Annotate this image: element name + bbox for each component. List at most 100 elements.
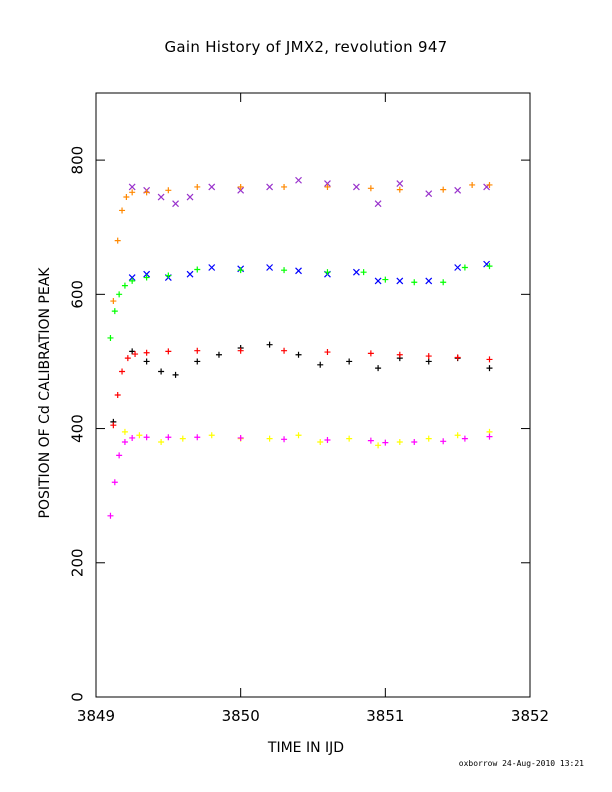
data-point (461, 435, 468, 442)
data-point (266, 264, 274, 271)
data-point (165, 187, 172, 194)
data-point (158, 438, 165, 445)
data-point (352, 183, 360, 191)
data-point (317, 361, 324, 368)
data-point (352, 268, 360, 276)
data-point (425, 353, 432, 360)
data-point (396, 351, 403, 358)
data-point (124, 355, 131, 362)
data-point (486, 181, 493, 188)
data-point (143, 274, 150, 281)
data-point (110, 298, 117, 305)
data-point (295, 176, 302, 184)
data-point (136, 432, 143, 439)
data-point (411, 438, 418, 445)
data-point (194, 266, 201, 273)
data-point (425, 190, 433, 198)
data-point (486, 356, 493, 363)
data-point (143, 349, 150, 356)
data-point (295, 267, 302, 275)
data-point (486, 433, 493, 440)
data-point (128, 183, 136, 191)
series-1 (110, 181, 493, 305)
x-axis-label: TIME IN IJD (267, 740, 345, 756)
data-point (281, 347, 288, 354)
data-point (324, 349, 331, 356)
x-tick-label: 3851 (366, 707, 404, 725)
series-6 (121, 428, 493, 449)
x-tick-label: 3852 (511, 707, 549, 725)
series-4 (110, 341, 493, 425)
axis-ticks: 3849 3850 3851 3852 0 200 400 600 800 (69, 93, 549, 725)
x-tick-label: 3849 (77, 707, 115, 725)
data-point (121, 428, 128, 435)
data-point (165, 434, 172, 441)
data-point (237, 186, 245, 194)
data-point (116, 291, 123, 298)
data-point (116, 452, 123, 459)
data-point (186, 193, 194, 201)
data-point (454, 264, 462, 271)
data-point (172, 371, 179, 378)
data-point (367, 437, 374, 444)
data-point (237, 434, 244, 441)
data-point (346, 358, 353, 365)
data-point (367, 185, 374, 192)
data-point (295, 432, 302, 439)
data-point (208, 183, 216, 191)
data-point (375, 442, 382, 449)
y-tick-label: 800 (69, 146, 87, 175)
data-point (295, 351, 302, 358)
data-point (440, 438, 447, 445)
data-point (129, 189, 136, 196)
plot-frame (95, 92, 531, 698)
data-point (172, 200, 179, 208)
data-point (114, 237, 121, 244)
series-0 (128, 176, 491, 208)
data-point (237, 347, 244, 354)
data-point (324, 269, 331, 276)
data-point (454, 354, 461, 361)
data-point (119, 207, 126, 214)
data-point (237, 267, 244, 274)
chart-title: Gain History of JMX2, revolution 947 (164, 38, 448, 56)
data-point (375, 365, 382, 372)
data-point (374, 200, 382, 208)
data-point (194, 434, 201, 441)
data-point (128, 274, 136, 281)
data-point (129, 348, 136, 355)
data-point (454, 186, 462, 194)
data-point (469, 181, 476, 188)
data-point (281, 267, 288, 274)
data-point (266, 183, 274, 191)
data-point (396, 180, 404, 188)
data-point (215, 351, 222, 358)
y-tick-label: 600 (69, 280, 87, 309)
data-point (194, 183, 201, 190)
data-point (194, 358, 201, 365)
data-point (111, 479, 118, 486)
data-point (143, 189, 150, 196)
data-point (425, 358, 432, 365)
data-point (360, 269, 367, 276)
series-7 (107, 433, 493, 519)
data-point (157, 193, 165, 201)
data-point (425, 277, 433, 285)
data-point (486, 263, 493, 270)
data-point (107, 512, 114, 519)
data-point (396, 277, 404, 285)
series-2 (128, 260, 491, 285)
series-5 (110, 347, 493, 429)
data-point (411, 279, 418, 286)
y-tick-label: 400 (69, 414, 87, 443)
data-point (165, 348, 172, 355)
data-point (121, 438, 128, 445)
data-point (179, 435, 186, 442)
y-tick-label: 0 (69, 692, 87, 702)
data-point (194, 347, 201, 354)
data-point (129, 434, 136, 441)
data-point (143, 434, 150, 441)
data-point (486, 365, 493, 372)
data-point (237, 183, 244, 190)
